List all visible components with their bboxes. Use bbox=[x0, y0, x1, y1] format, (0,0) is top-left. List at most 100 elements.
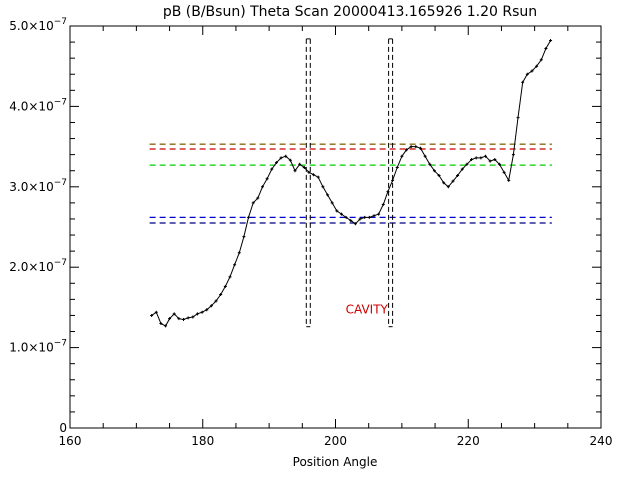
data-point bbox=[423, 154, 427, 158]
data-point bbox=[177, 317, 181, 321]
data-point bbox=[191, 315, 195, 319]
data-point bbox=[349, 219, 353, 223]
data-point bbox=[358, 217, 362, 221]
data-point bbox=[465, 162, 469, 166]
data-point bbox=[214, 299, 218, 303]
data-point bbox=[270, 167, 274, 171]
data-point bbox=[521, 80, 525, 84]
data-point bbox=[484, 154, 488, 158]
data-point bbox=[428, 162, 432, 166]
data-point bbox=[164, 324, 168, 328]
data-point bbox=[456, 174, 460, 178]
data-point bbox=[247, 215, 251, 219]
data-point bbox=[544, 47, 548, 51]
y-tick-label: 3.0×10−7 bbox=[9, 178, 67, 194]
data-point bbox=[460, 167, 464, 171]
data-point bbox=[293, 169, 297, 173]
data-point bbox=[511, 153, 515, 157]
data-point bbox=[312, 173, 316, 177]
data-point bbox=[367, 215, 371, 219]
x-tick-label: 200 bbox=[324, 434, 347, 448]
data-point bbox=[274, 161, 278, 165]
data-point bbox=[223, 284, 227, 288]
data-point bbox=[437, 174, 441, 178]
data-point bbox=[432, 169, 436, 173]
data-point bbox=[228, 275, 232, 279]
annotations: CAVITY bbox=[346, 302, 389, 316]
data-point bbox=[260, 185, 264, 189]
y-tick-label: 5.0×10−7 bbox=[9, 17, 67, 33]
data-point bbox=[502, 170, 506, 174]
data-point bbox=[497, 162, 501, 166]
data-point bbox=[326, 193, 330, 197]
data-point bbox=[242, 235, 246, 239]
data-point bbox=[386, 190, 390, 194]
data-point bbox=[377, 212, 381, 216]
data-point bbox=[372, 214, 376, 218]
data-point bbox=[339, 212, 343, 216]
data-point bbox=[321, 185, 325, 189]
data-point bbox=[530, 69, 534, 73]
cavity-marker-0 bbox=[305, 38, 311, 328]
x-tick-labels: 160 180 200 220 240 bbox=[59, 434, 613, 448]
data-point bbox=[237, 251, 241, 255]
data-point bbox=[168, 317, 172, 321]
data-point bbox=[209, 304, 213, 308]
data-point bbox=[251, 201, 255, 205]
data-point bbox=[539, 58, 543, 62]
data-point bbox=[330, 201, 334, 205]
y-tick-labels: 0 1.0×10−7 2.0×10−7 3.0×10−7 4.0×10−7 5.0×10−… bbox=[9, 17, 67, 435]
axis-ticks bbox=[69, 25, 602, 429]
data-point bbox=[451, 179, 455, 183]
chart-title: pB (B/Bsun) Theta Scan 20000413.165926 1… bbox=[163, 4, 537, 20]
data-point bbox=[302, 166, 306, 170]
data-point bbox=[265, 177, 269, 181]
data-point bbox=[256, 196, 260, 200]
series-group bbox=[150, 38, 553, 328]
data-point bbox=[446, 185, 450, 189]
data-point bbox=[182, 317, 186, 321]
data-point bbox=[525, 72, 529, 76]
data-point bbox=[395, 166, 399, 170]
data-point bbox=[405, 148, 409, 152]
data-point bbox=[233, 263, 237, 267]
annotation-cavity-label: CAVITY bbox=[346, 302, 389, 316]
data-point bbox=[549, 38, 553, 42]
x-tick-label: 240 bbox=[590, 434, 613, 448]
data-point bbox=[479, 156, 483, 160]
data-point bbox=[284, 154, 288, 158]
x-tick-label: 160 bbox=[59, 434, 82, 448]
data-point bbox=[400, 154, 404, 158]
data-point bbox=[172, 312, 176, 316]
data-point bbox=[307, 170, 311, 174]
data-point bbox=[195, 312, 199, 316]
data-point bbox=[516, 116, 520, 120]
data-point bbox=[409, 145, 413, 149]
data-point bbox=[391, 178, 395, 182]
data-point bbox=[344, 215, 348, 219]
y-tick-label: 2.0×10−7 bbox=[9, 258, 67, 274]
cavity-marker-1 bbox=[388, 38, 394, 328]
data-point bbox=[279, 156, 283, 160]
y-tick-label: 4.0×10−7 bbox=[9, 97, 67, 113]
data-point bbox=[159, 321, 163, 325]
x-axis-label: Position Angle bbox=[293, 455, 378, 469]
data-point bbox=[493, 157, 497, 161]
reference-lines bbox=[149, 143, 552, 224]
data-point bbox=[219, 293, 223, 297]
data-point bbox=[488, 159, 492, 163]
data-point bbox=[414, 145, 418, 149]
y-tick-label: 1.0×10−7 bbox=[9, 339, 67, 355]
data-point bbox=[353, 222, 357, 226]
data-point bbox=[288, 158, 292, 162]
data-point bbox=[316, 175, 320, 179]
x-tick-label: 180 bbox=[191, 434, 214, 448]
data-point bbox=[418, 146, 422, 150]
data-point bbox=[154, 310, 158, 314]
data-point bbox=[381, 202, 385, 206]
data-point bbox=[335, 209, 339, 213]
data-point bbox=[474, 156, 478, 160]
data-point bbox=[470, 157, 474, 161]
